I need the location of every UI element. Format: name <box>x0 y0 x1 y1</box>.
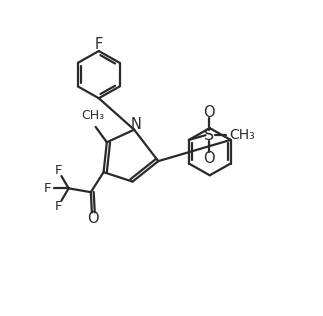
Text: F: F <box>44 182 51 195</box>
Text: CH₃: CH₃ <box>230 128 255 142</box>
Text: S: S <box>204 128 214 143</box>
Text: CH₃: CH₃ <box>81 109 105 122</box>
Text: N: N <box>130 118 141 132</box>
Text: O: O <box>203 105 214 120</box>
Text: O: O <box>87 211 98 226</box>
Text: F: F <box>55 199 62 213</box>
Text: F: F <box>55 164 62 177</box>
Text: O: O <box>203 151 214 166</box>
Text: F: F <box>95 37 103 52</box>
